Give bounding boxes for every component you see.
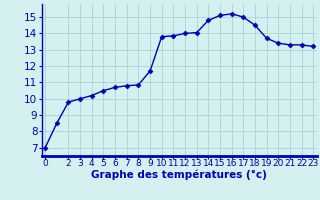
X-axis label: Graphe des températures (°c): Graphe des températures (°c) — [91, 169, 267, 180]
